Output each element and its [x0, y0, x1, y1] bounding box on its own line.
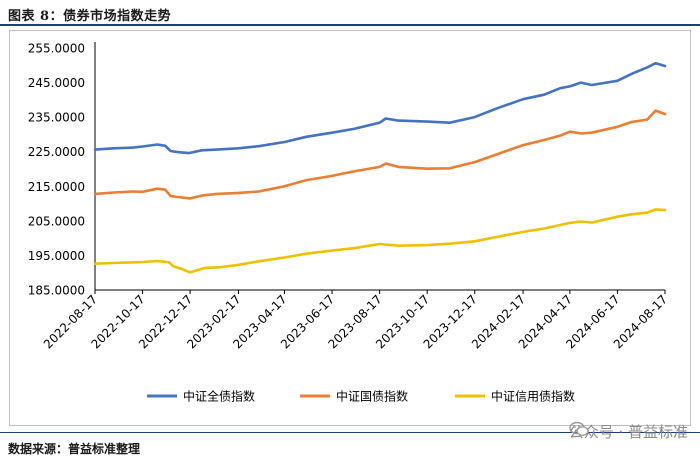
- top-rule: [0, 24, 700, 26]
- series-line-1: [93, 61, 667, 155]
- y-tick-label: 185.0000: [28, 284, 85, 298]
- y-tick-label: 225.0000: [28, 145, 85, 159]
- figure-title: 图表 8：债券市场指数走势: [8, 9, 172, 24]
- wechat-icon: [568, 421, 589, 436]
- y-tick-label: 245.0000: [28, 76, 85, 90]
- y-tick-label: 235.0000: [28, 111, 85, 125]
- y-tick-label: 215.0000: [28, 180, 85, 194]
- y-tick-label: 255.0000: [28, 42, 85, 56]
- series-lines: [93, 61, 667, 274]
- bottom-rule: [0, 432, 700, 433]
- legend-label-3: 中证信用债指数: [491, 389, 575, 404]
- series-line-2: [93, 109, 667, 200]
- y-tick-labels: 255.0000 245.0000 235.0000 225.0000 215.0000…: [28, 42, 85, 298]
- chart-frame: [9, 30, 691, 426]
- x-tick-labels: 2022-08-172022-10-172022-12-172023-02-17…: [41, 290, 670, 351]
- y-tick-label: 205.0000: [28, 214, 85, 228]
- source-note: 数据来源：普益标准整理: [8, 442, 141, 456]
- series-line-3: [93, 208, 667, 274]
- legend: 中证全债指数 中证国债指数 中证信用债指数: [147, 389, 575, 404]
- watermark: 公众号 · 普益标准: [569, 421, 688, 442]
- legend-label-1: 中证全债指数: [183, 389, 255, 404]
- y-tick-label: 195.0000: [28, 249, 85, 263]
- legend-label-2: 中证国债指数: [336, 389, 408, 404]
- watermark-text: 公众号 · 普益标准: [568, 423, 688, 441]
